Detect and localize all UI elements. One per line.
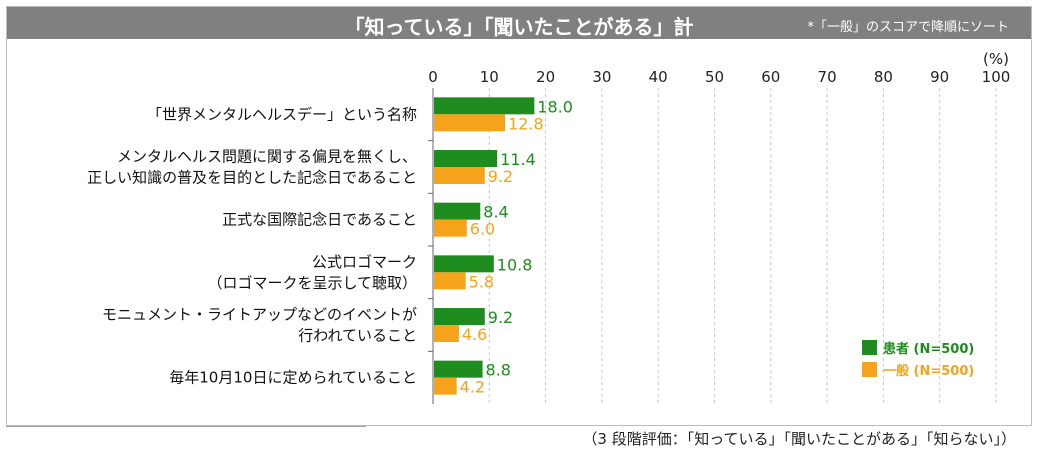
value-label: 5.8 xyxy=(469,272,494,291)
bottom-divider xyxy=(6,426,366,427)
title-bar: 「知っている」「聞いたことがある」計 *「一般」のスコアで降順にソート xyxy=(7,7,1031,39)
category-label: 正式な国際記念日であること xyxy=(222,211,417,229)
bar-series2 xyxy=(434,377,457,395)
value-label: 6.0 xyxy=(470,220,495,239)
chart-title: 「知っている」「聞いたことがある」計 xyxy=(344,15,694,39)
unit-label: (%) xyxy=(983,50,1009,68)
bar-series2 xyxy=(434,167,485,184)
category-label: メンタルヘルス問題に関する偏見を無くし、 xyxy=(117,148,417,166)
bar-series1 xyxy=(434,308,485,325)
category-label: 毎年10月10日に定められていること xyxy=(169,369,417,387)
chart-frame: 「知っている」「聞いたことがある」計 *「一般」のスコアで降順にソート xyxy=(6,6,1032,426)
footnote: （3 段階評価：「知っている」「聞いたことがある」「知らない」） xyxy=(582,430,1016,448)
x-tick-label: 100 xyxy=(982,68,1011,86)
bar-series2 xyxy=(434,219,467,237)
value-label: 8.4 xyxy=(483,203,508,222)
legend-swatch-series2 xyxy=(862,362,877,377)
bar-series1 xyxy=(434,97,535,115)
x-tick-label: 80 xyxy=(874,68,893,86)
legend-label: 患者 (N=500) xyxy=(883,341,974,357)
value-label: 4.6 xyxy=(462,325,487,344)
bar-series2 xyxy=(434,272,466,290)
value-label: 8.8 xyxy=(486,361,511,380)
x-tick-label: 20 xyxy=(536,68,555,86)
category-label: 正しい知識の普及を目的とした記念日であること xyxy=(87,169,417,187)
legend-label: 一般 (N=500) xyxy=(883,363,974,379)
x-tick-label: 70 xyxy=(818,68,837,86)
value-label: 10.8 xyxy=(497,255,533,274)
x-tick-label: 60 xyxy=(761,68,780,86)
category-label: （ロゴマークを呈示して聴取） xyxy=(207,274,417,292)
bar-series1 xyxy=(434,150,498,167)
value-label: 9.2 xyxy=(488,167,513,186)
category-label: モニュメント・ライトアップなどのイベントが xyxy=(102,306,417,324)
x-tick-label: 50 xyxy=(705,68,724,86)
category-label: 「世界メンタルヘルスデー」という名称 xyxy=(147,105,417,123)
legend-swatch-series1 xyxy=(862,340,877,355)
x-tick-label: 90 xyxy=(930,68,949,86)
x-tick-label: 10 xyxy=(480,68,499,86)
bar-series2 xyxy=(434,114,506,132)
value-label: 12.8 xyxy=(508,114,544,133)
value-label: 18.0 xyxy=(537,97,573,116)
sort-note: *「一般」のスコアで降順にソート xyxy=(807,20,1009,35)
category-label: 行われていること xyxy=(298,327,417,345)
value-label: 4.2 xyxy=(460,378,485,397)
bar-series1 xyxy=(434,255,494,273)
x-tick-label: 0 xyxy=(428,68,438,86)
x-tick-label: 40 xyxy=(649,68,668,86)
bar-series1 xyxy=(434,360,483,378)
x-tick-label: 30 xyxy=(592,68,611,86)
category-label: 公式ロゴマーク xyxy=(312,253,417,271)
bar-series2 xyxy=(434,325,459,342)
bar-series1 xyxy=(434,202,481,220)
value-label: 9.2 xyxy=(488,308,513,327)
value-label: 11.4 xyxy=(500,150,536,169)
